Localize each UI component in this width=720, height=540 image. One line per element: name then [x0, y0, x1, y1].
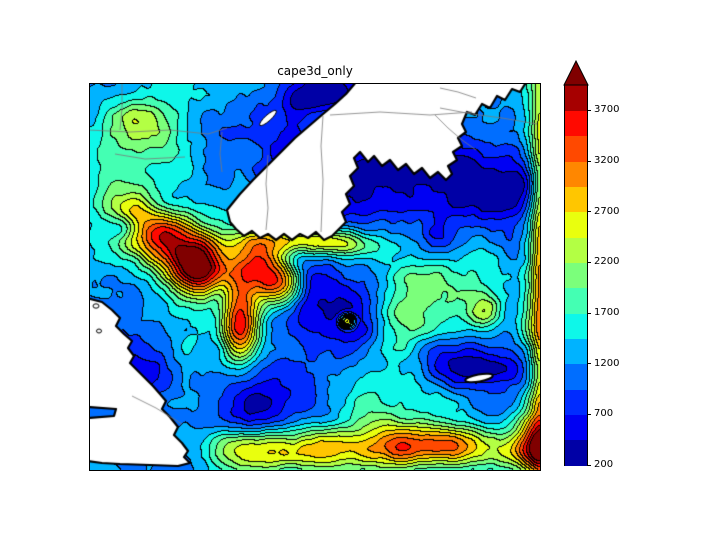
colorbar-tick: [587, 464, 591, 466]
colorbar-tick-label: 700: [594, 408, 614, 420]
colorbar-tick: [587, 413, 591, 416]
colorbar-segment: [565, 161, 587, 187]
colorbar-segment: [565, 439, 587, 466]
plot-area: [89, 83, 541, 471]
colorbar-segment: [565, 110, 587, 137]
colorbar-segment: [565, 186, 587, 213]
colorbar-tick: [587, 211, 591, 213]
colorbar-segment: [565, 313, 587, 339]
colorbar-segment: [565, 414, 587, 441]
colorbar-segment: [565, 85, 587, 111]
colorbar-tick: [587, 312, 591, 314]
colorbar-segment: [565, 287, 587, 314]
colorbar-segment: [565, 389, 587, 415]
colorbar-tick: [587, 109, 591, 112]
colorbar-segment: [565, 211, 587, 238]
colorbar-tick-label: 2700: [594, 205, 620, 217]
colorbar-segment: [565, 237, 587, 263]
colorbar-tick: [587, 261, 591, 264]
colorbar-segment: [565, 135, 587, 162]
colorbar-extend-arrow-icon: [563, 60, 589, 86]
colorbar-tick: [587, 363, 591, 365]
contour-map: [90, 84, 540, 470]
colorbar-tick-label: 1700: [594, 307, 620, 318]
colorbar-tick-label: 200: [594, 459, 614, 470]
colorbar-tick-label: 2200: [594, 256, 620, 268]
colorbar-tick-label: 3200: [594, 155, 620, 166]
colorbar-tick: [587, 160, 591, 162]
colorbar-tick-label: 3700: [594, 104, 620, 116]
colorbar-segment: [565, 262, 587, 289]
colorbar-bar: [564, 84, 588, 466]
plot-title: cape3d_only: [277, 64, 353, 78]
colorbar-segment: [565, 338, 587, 365]
colorbar-tick-label: 1200: [594, 357, 620, 369]
colorbar-segment: [565, 363, 587, 390]
